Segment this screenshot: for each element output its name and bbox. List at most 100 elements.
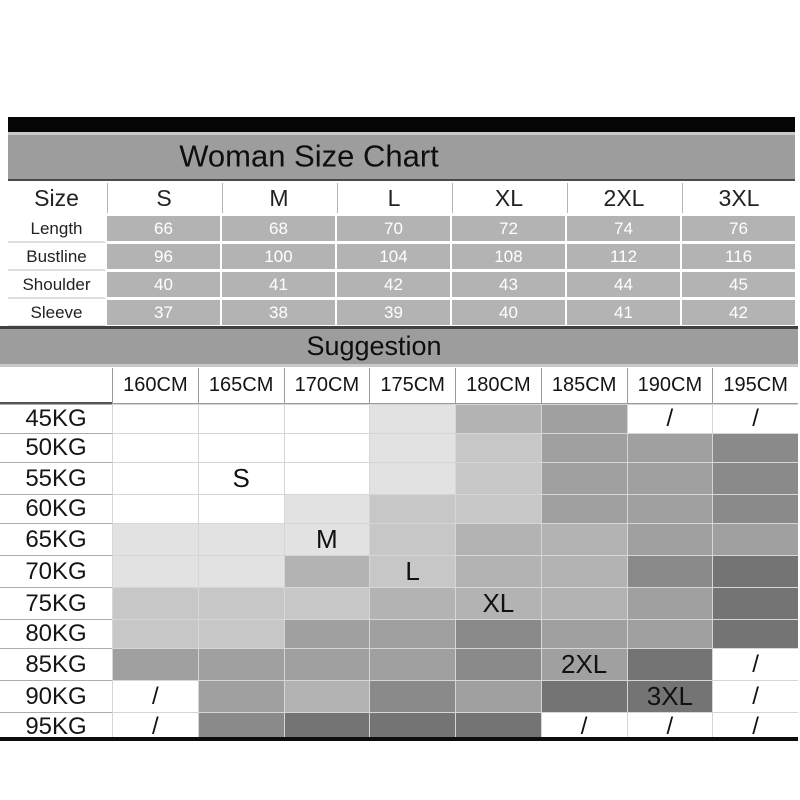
- suggestion-title: Suggestion: [306, 330, 442, 361]
- fit-cell-80KG-170CM: [283, 619, 370, 648]
- weight-label-50KG: 50KG: [0, 433, 112, 462]
- bottom-border: [0, 737, 798, 741]
- fit-cell-55KG-175CM: [369, 462, 455, 494]
- fit-cell-70KG-185CM: [540, 555, 627, 587]
- fit-cell-75KG-190CM: [626, 587, 713, 619]
- fit-cell-80KG-195CM: [712, 619, 798, 648]
- size-value-Bustline-XL: 108: [452, 244, 565, 269]
- fit-cell-65KG-195CM: [712, 523, 798, 555]
- fit-cell-65KG-170CM: M: [283, 523, 370, 555]
- fit-cell-60KG-190CM: [626, 494, 713, 523]
- fit-cell-55KG-165CM: S: [197, 462, 284, 494]
- fit-cell-90KG-195CM: /: [712, 680, 798, 712]
- fit-cell-70KG-165CM: [197, 555, 284, 587]
- weight-label-65KG: 65KG: [0, 523, 112, 555]
- fit-cell-70KG-180CM: [455, 555, 541, 587]
- fit-cell-60KG-175CM: [369, 494, 455, 523]
- fit-cell-65KG-160CM: [112, 523, 198, 555]
- fit-cell-50KG-175CM: [369, 433, 455, 462]
- fit-cell-65KG-165CM: [197, 523, 284, 555]
- size-col-header-L: L: [337, 183, 450, 213]
- fit-cell-60KG-180CM: [455, 494, 541, 523]
- fit-cell-80KG-165CM: [197, 619, 284, 648]
- height-header-185CM: 185CM: [540, 368, 627, 404]
- size-value-Length-XL: 72: [452, 216, 565, 241]
- fit-cell-50KG-180CM: [455, 433, 541, 462]
- fit-cell-55KG-185CM: [540, 462, 627, 494]
- fit-cell-95KG-165CM: [197, 712, 284, 741]
- fit-cell-90KG-170CM: [283, 680, 370, 712]
- size-row-label-Length: Length: [8, 216, 105, 241]
- fit-cell-70KG-170CM: [283, 555, 370, 587]
- fit-cell-70KG-160CM: [112, 555, 198, 587]
- size-value-Sleeve-3XL: 42: [682, 300, 795, 325]
- fit-cell-85KG-195CM: /: [712, 648, 798, 680]
- size-value-Shoulder-S: 40: [107, 272, 220, 297]
- fit-cell-70KG-175CM: L: [369, 555, 455, 587]
- fit-cell-75KG-170CM: [283, 587, 370, 619]
- height-header-160CM: 160CM: [112, 368, 198, 404]
- size-value-Sleeve-M: 38: [222, 300, 335, 325]
- fit-cell-85KG-180CM: [455, 648, 541, 680]
- height-header-190CM: 190CM: [626, 368, 713, 404]
- size-value-Length-3XL: 76: [682, 216, 795, 241]
- fit-cell-60KG-160CM: [112, 494, 198, 523]
- fit-cell-95KG-180CM: [455, 712, 541, 741]
- fit-cell-90KG-185CM: [540, 680, 627, 712]
- fit-cell-55KG-160CM: [112, 462, 198, 494]
- height-header-180CM: 180CM: [455, 368, 541, 404]
- size-value-Shoulder-3XL: 45: [682, 272, 795, 297]
- fit-cell-45KG-185CM: [540, 404, 627, 433]
- fit-cell-50KG-185CM: [540, 433, 627, 462]
- fit-cell-60KG-195CM: [712, 494, 798, 523]
- fit-cell-95KG-185CM: /: [540, 712, 627, 741]
- weight-label-55KG: 55KG: [0, 462, 112, 494]
- fit-cell-45KG-160CM: [112, 404, 198, 433]
- fit-cell-90KG-180CM: [455, 680, 541, 712]
- fit-cell-95KG-160CM: /: [112, 712, 198, 741]
- size-row-label-Sleeve: Sleeve: [8, 300, 105, 325]
- size-value-Length-S: 66: [107, 216, 220, 241]
- fit-cell-95KG-195CM: /: [712, 712, 798, 741]
- fit-cell-45KG-195CM: /: [712, 404, 798, 433]
- fit-cell-70KG-195CM: [712, 555, 798, 587]
- fit-cell-55KG-180CM: [455, 462, 541, 494]
- fit-cell-85KG-185CM: 2XL: [540, 648, 627, 680]
- size-value-Sleeve-S: 37: [107, 300, 220, 325]
- size-value-Shoulder-2XL: 44: [567, 272, 680, 297]
- size-col-header-S: S: [107, 183, 220, 213]
- size-value-Bustline-M: 100: [222, 244, 335, 269]
- size-row-label-Shoulder: Shoulder: [8, 272, 105, 297]
- fit-cell-75KG-165CM: [197, 587, 284, 619]
- size-value-Bustline-S: 96: [107, 244, 220, 269]
- fit-cell-50KG-165CM: [197, 433, 284, 462]
- size-col-header-M: M: [222, 183, 335, 213]
- height-header-195CM: 195CM: [712, 368, 798, 404]
- fit-cell-45KG-170CM: [283, 404, 370, 433]
- title-band: Woman Size Chart: [8, 132, 795, 181]
- fit-cell-95KG-190CM: /: [626, 712, 713, 741]
- size-col-header-3XL: 3XL: [682, 183, 795, 213]
- weight-label-70KG: 70KG: [0, 555, 112, 587]
- fit-cell-85KG-165CM: [197, 648, 284, 680]
- fit-cell-95KG-170CM: [283, 712, 370, 741]
- size-value-Bustline-3XL: 116: [682, 244, 795, 269]
- page-title: Woman Size Chart: [179, 138, 439, 174]
- fit-cell-80KG-190CM: [626, 619, 713, 648]
- weight-label-95KG: 95KG: [0, 712, 112, 741]
- suggestion-table: 160CM 165CM 170CM 175CM 180CM 185CM 190CM 195CM…: [0, 368, 798, 741]
- fit-cell-80KG-160CM: [112, 619, 198, 648]
- fit-cell-45KG-175CM: [369, 404, 455, 433]
- fit-cell-75KG-180CM: XL: [455, 587, 541, 619]
- size-value-Length-2XL: 74: [567, 216, 680, 241]
- top-divider-bar: [8, 117, 795, 132]
- fit-cell-45KG-165CM: [197, 404, 284, 433]
- fit-cell-75KG-185CM: [540, 587, 627, 619]
- fit-cell-50KG-160CM: [112, 433, 198, 462]
- fit-cell-45KG-190CM: /: [626, 404, 713, 433]
- weight-label-85KG: 85KG: [0, 648, 112, 680]
- weight-label-90KG: 90KG: [0, 680, 112, 712]
- fit-cell-55KG-190CM: [626, 462, 713, 494]
- fit-cell-65KG-180CM: [455, 523, 541, 555]
- suggestion-band: Suggestion: [0, 329, 798, 367]
